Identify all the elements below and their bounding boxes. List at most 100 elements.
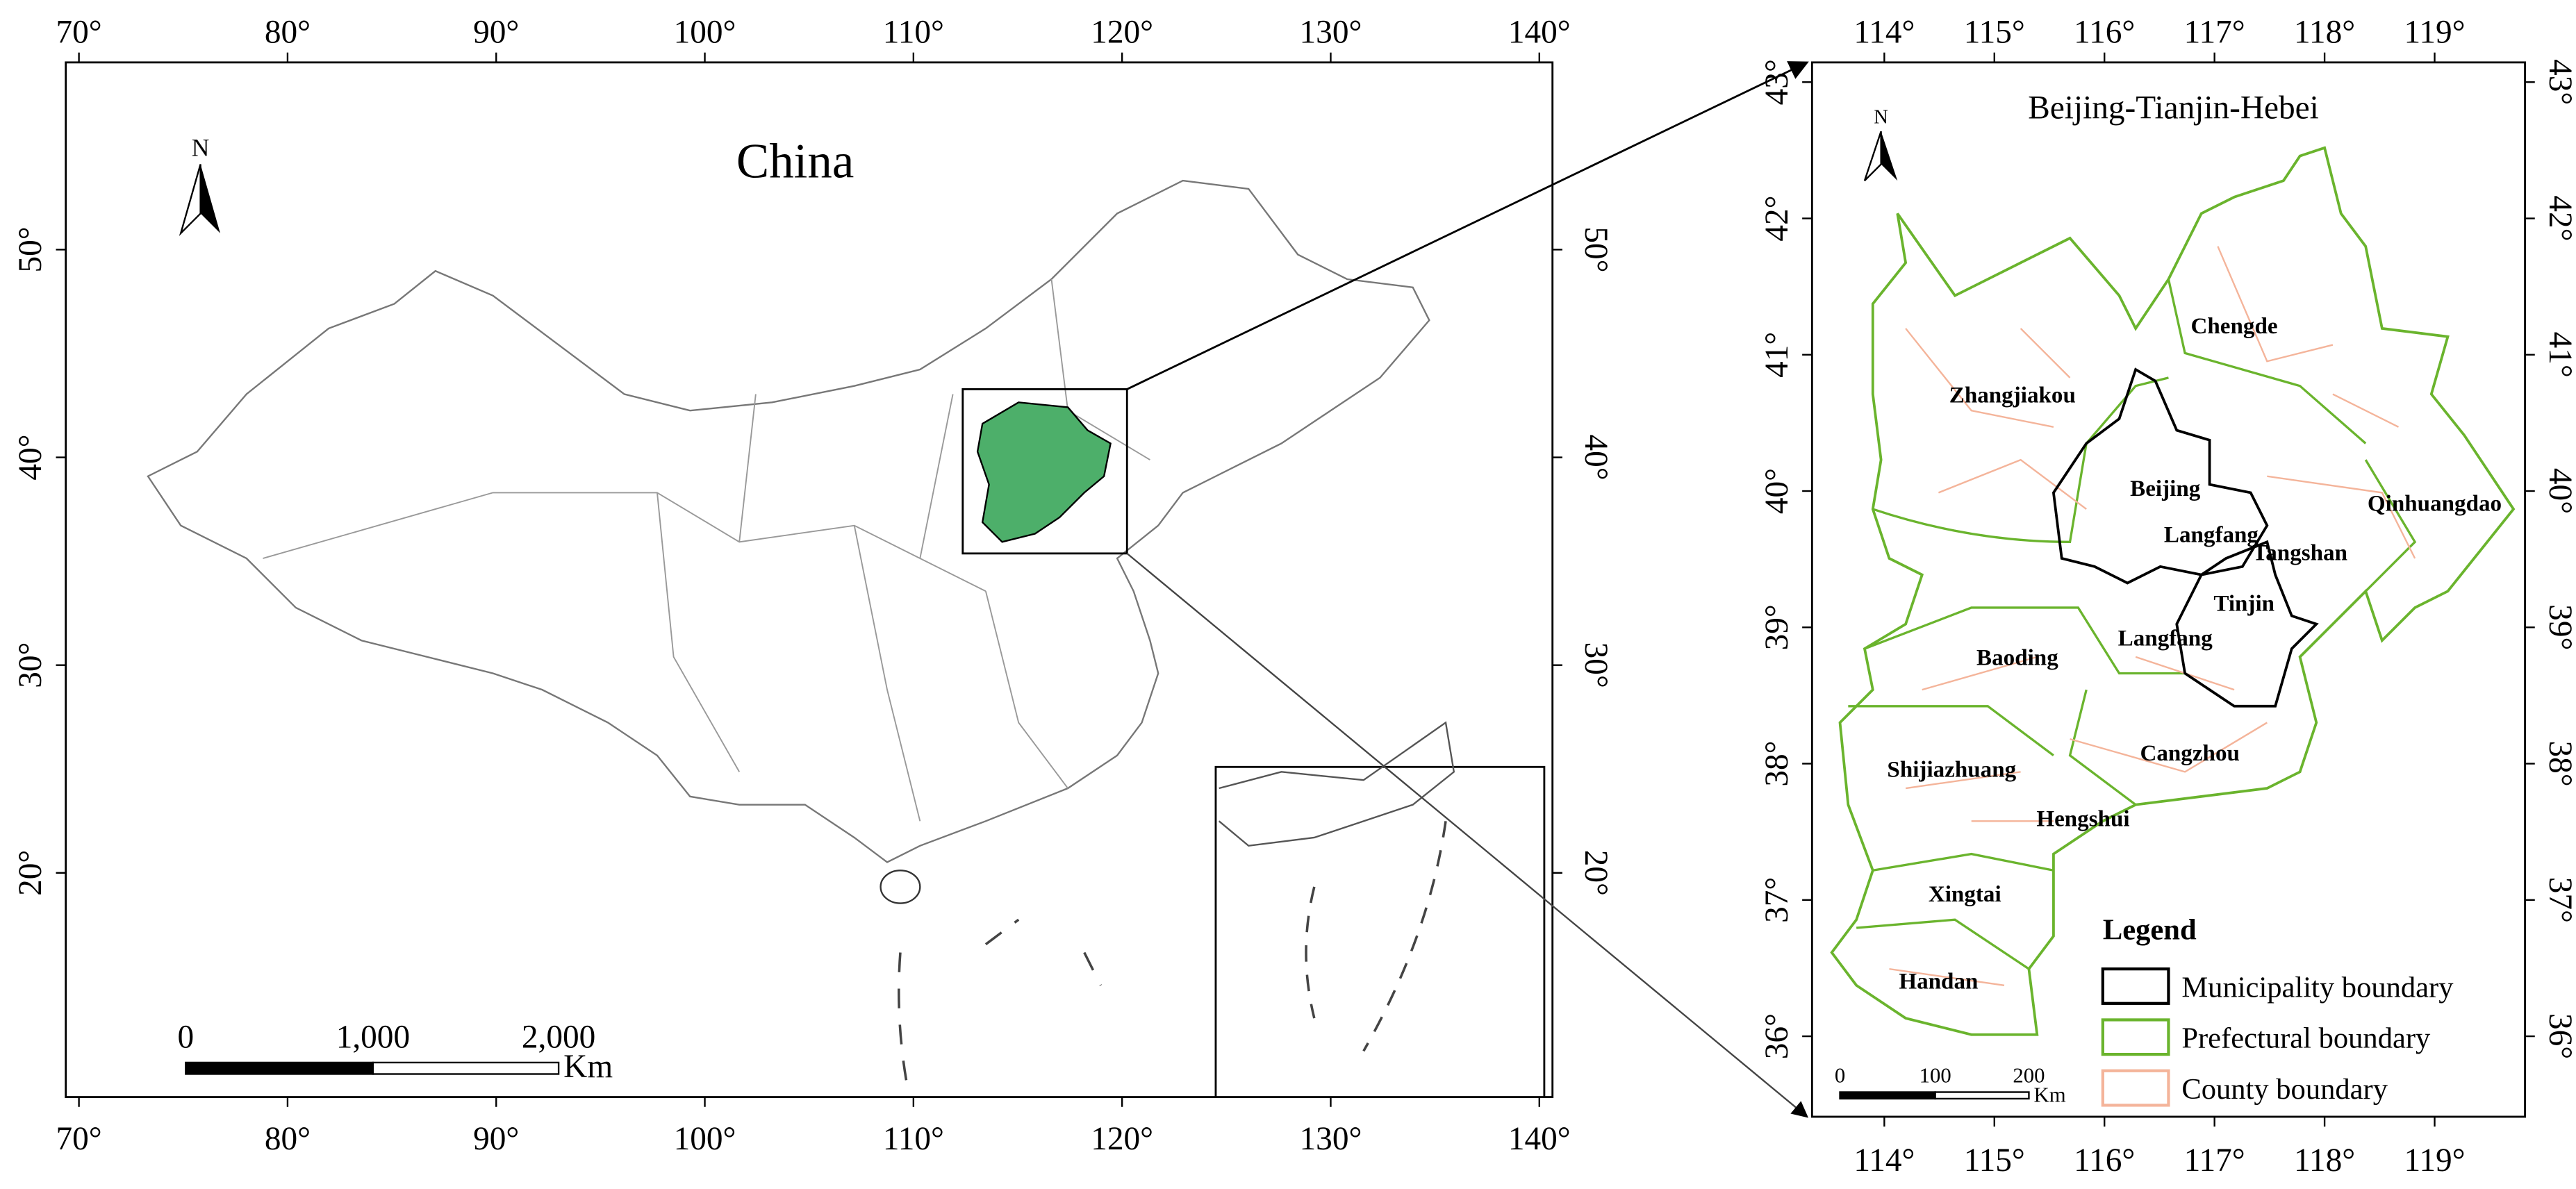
legend-swatch bbox=[2101, 1069, 2170, 1107]
scale-bar bbox=[1934, 1091, 2030, 1100]
region-label: Langfang bbox=[2164, 522, 2259, 547]
hainan bbox=[880, 870, 921, 904]
north-arrow bbox=[200, 164, 220, 233]
lon-tick-label: 80° bbox=[265, 14, 311, 50]
lat-tick-label: 40° bbox=[2542, 468, 2576, 514]
lon-tick-label: 116° bbox=[2074, 14, 2135, 50]
lat-tick-label: 41° bbox=[2542, 332, 2576, 378]
inset-sea-boundary bbox=[1305, 821, 1447, 1052]
lat-tick-label: 38° bbox=[2542, 740, 2576, 786]
lon-tick-label: 130° bbox=[1300, 14, 1362, 50]
county-lines bbox=[1889, 246, 2416, 986]
lon-tick-label: 116° bbox=[2074, 1142, 2135, 1179]
north-arrow bbox=[1881, 131, 1898, 181]
north-arrow bbox=[1863, 131, 1882, 181]
lon-tick-label: 114° bbox=[1853, 14, 1915, 50]
north-label: N bbox=[192, 134, 210, 162]
lon-tick-label: 140° bbox=[1508, 1121, 1571, 1157]
scale-bar bbox=[1839, 1091, 1936, 1100]
lat-tick-label: 30° bbox=[1578, 642, 1614, 688]
zoom-arrow bbox=[1126, 61, 1809, 390]
lat-tick-label: 36° bbox=[2542, 1013, 2576, 1059]
lat-tick-label: 30° bbox=[13, 642, 49, 688]
lon-tick-label: 100° bbox=[674, 14, 736, 50]
bth-title: Beijing-Tianjin-Hebei bbox=[2028, 90, 2318, 126]
inset-frame bbox=[1214, 765, 1546, 1098]
legend-swatch bbox=[2101, 1018, 2170, 1056]
highlight-box bbox=[961, 388, 1128, 555]
lat-tick-label: 37° bbox=[2542, 877, 2576, 923]
zoom-arrow bbox=[1126, 552, 1809, 1118]
lat-tick-label: 41° bbox=[1759, 332, 1795, 378]
scale-unit: Km bbox=[563, 1049, 613, 1085]
bth-highlight bbox=[976, 401, 1112, 543]
lon-tick-label: 120° bbox=[1091, 14, 1153, 50]
lon-tick-label: 100° bbox=[674, 1121, 736, 1157]
lon-tick-label: 90° bbox=[473, 14, 519, 50]
region-label: Tangshan bbox=[2252, 540, 2347, 565]
lat-tick-label: 20° bbox=[1578, 850, 1614, 896]
lat-tick-label: 20° bbox=[13, 850, 49, 896]
lon-tick-label: 119° bbox=[2404, 14, 2465, 50]
lon-tick-label: 119° bbox=[2404, 1142, 2465, 1179]
bth-frame bbox=[1810, 61, 2526, 1118]
scale-label: 0 bbox=[1835, 1063, 1845, 1087]
region-label: Chengde bbox=[2191, 314, 2278, 339]
lon-tick-label: 114° bbox=[1853, 1142, 1915, 1179]
region-label: Hengshui bbox=[2036, 806, 2129, 831]
scale-label: 1,000 bbox=[336, 1020, 410, 1056]
lat-tick-label: 42° bbox=[2542, 195, 2576, 241]
tianjin-boundary bbox=[2175, 540, 2319, 708]
lon-tick-label: 117° bbox=[2184, 14, 2245, 50]
lon-tick-label: 70° bbox=[56, 1121, 102, 1157]
bth-outline bbox=[1830, 146, 2516, 1036]
lat-tick-label: 39° bbox=[2542, 604, 2576, 650]
lat-tick-label: 36° bbox=[1759, 1013, 1795, 1059]
lat-tick-label: 42° bbox=[1759, 195, 1795, 241]
region-label: Baoding bbox=[1976, 646, 2058, 671]
lon-tick-label: 115° bbox=[1964, 1142, 2025, 1179]
legend-swatch bbox=[2101, 967, 2170, 1005]
lat-tick-label: 40° bbox=[1578, 434, 1614, 480]
inset-coast bbox=[1218, 721, 1455, 847]
scale-label: 100 bbox=[1919, 1063, 1951, 1087]
lon-tick-label: 130° bbox=[1300, 1121, 1362, 1157]
lon-tick-label: 110° bbox=[883, 1121, 944, 1157]
region-label: Langfang bbox=[2118, 626, 2213, 651]
lon-tick-label: 140° bbox=[1508, 14, 1571, 50]
lon-tick-label: 118° bbox=[2294, 1142, 2355, 1179]
lon-tick-label: 120° bbox=[1091, 1121, 1153, 1157]
prefectural-lines bbox=[1848, 278, 2417, 970]
region-label: Beijing bbox=[2130, 476, 2201, 501]
legend-title: Legend bbox=[2103, 914, 2197, 947]
scale-label: 0 bbox=[178, 1020, 195, 1056]
region-label: Zhangjiakou bbox=[1949, 383, 2076, 408]
legend-label: Municipality boundary bbox=[2181, 971, 2454, 1004]
region-label: Tinjin bbox=[2213, 592, 2274, 617]
scale-bar bbox=[372, 1061, 560, 1075]
beijing-boundary bbox=[2051, 367, 2269, 585]
lon-tick-label: 70° bbox=[56, 14, 102, 50]
lon-tick-label: 110° bbox=[883, 14, 944, 50]
scale-unit: Km bbox=[2034, 1083, 2066, 1107]
lat-tick-label: 40° bbox=[13, 434, 49, 480]
lat-tick-label: 39° bbox=[1759, 604, 1795, 650]
legend-label: Prefectural boundary bbox=[2181, 1022, 2431, 1055]
lat-tick-label: 40° bbox=[1759, 468, 1795, 514]
china-title: China bbox=[736, 134, 854, 188]
lat-tick-label: 37° bbox=[1759, 877, 1795, 923]
lon-tick-label: 90° bbox=[473, 1121, 519, 1157]
scale-bar bbox=[185, 1061, 374, 1075]
china-frame bbox=[65, 61, 1554, 1098]
lon-tick-label: 118° bbox=[2294, 14, 2355, 50]
region-label: Shijiazhuang bbox=[1887, 757, 2016, 782]
region-label: Handan bbox=[1899, 970, 1978, 995]
lat-tick-label: 38° bbox=[1759, 740, 1795, 786]
region-label: Qinhuangdao bbox=[2368, 491, 2502, 516]
north-label: N bbox=[1874, 106, 1888, 128]
lat-tick-label: 43° bbox=[1759, 59, 1795, 105]
legend-label: County boundary bbox=[2181, 1073, 2388, 1106]
scale-label: 200 bbox=[2013, 1063, 2045, 1087]
lat-tick-label: 43° bbox=[2542, 59, 2576, 105]
